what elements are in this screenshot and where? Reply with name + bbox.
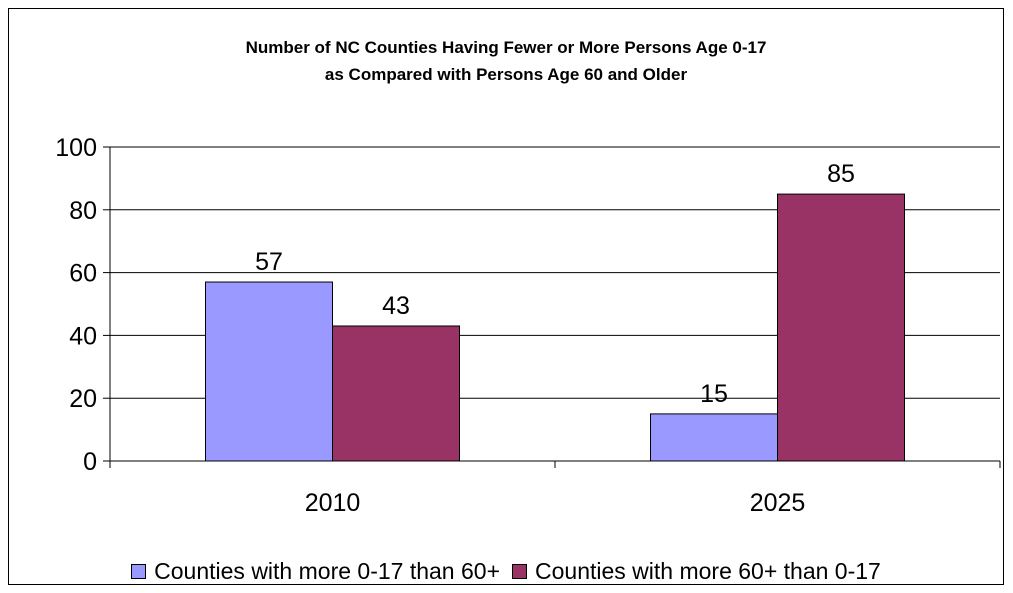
chart-title-line-1: Number of NC Counties Having Fewer or Mo…	[245, 38, 767, 57]
data-label: 85	[827, 160, 855, 188]
legend-swatch-series-1	[131, 563, 147, 579]
legend-item-series-2: Counties with more 60+ than 0-17	[512, 558, 881, 585]
data-label: 43	[382, 292, 410, 320]
y-tick-label: 0	[83, 448, 97, 476]
x-tick-label: 2010	[305, 489, 361, 517]
bar	[332, 325, 460, 462]
data-label: 15	[700, 380, 728, 408]
y-tick-label: 40	[69, 322, 97, 350]
y-tick-label: 100	[55, 134, 97, 162]
chart-title-line-2: as Compared with Persons Age 60 and Olde…	[324, 65, 688, 84]
x-tick-label: 2025	[750, 489, 806, 517]
legend-swatch-series-2	[512, 563, 527, 579]
y-tick-label: 80	[69, 197, 97, 225]
data-label: 57	[255, 248, 283, 276]
y-tick-label: 60	[69, 260, 97, 288]
legend-label-series-2: Counties with more 60+ than 0-17	[535, 557, 881, 584]
bar	[205, 281, 333, 462]
bar	[777, 193, 905, 462]
y-tick-label: 20	[69, 385, 97, 413]
legend-item-series-1: Counties with more 0-17 than 60+	[131, 558, 500, 585]
bar	[650, 413, 778, 462]
chart-title: Number of NC Counties Having Fewer or Mo…	[8, 34, 1004, 88]
legend: Counties with more 0-17 than 60+ Countie…	[8, 556, 1004, 586]
legend-label-series-1: Counties with more 0-17 than 60+	[154, 557, 500, 584]
